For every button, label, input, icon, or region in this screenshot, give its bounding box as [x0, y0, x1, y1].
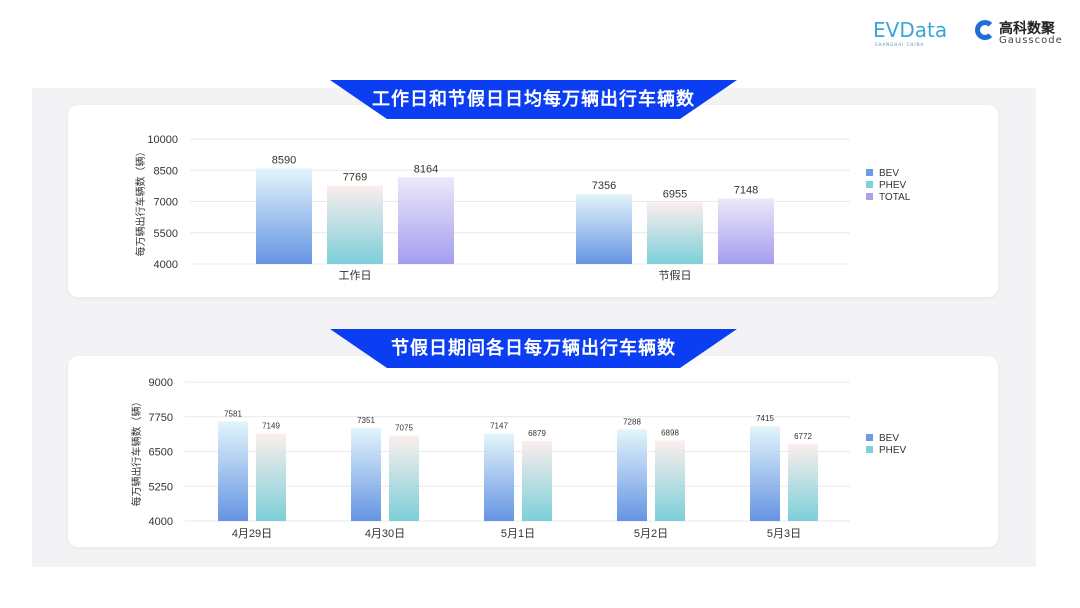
bar-phev: [647, 202, 703, 264]
legend-label-bev: BEV: [879, 168, 899, 179]
data-label: 7351: [357, 416, 375, 425]
data-label: 7769: [343, 171, 367, 183]
y-tick-label: 6500: [149, 447, 173, 459]
data-label: 7356: [592, 180, 616, 192]
data-label: 7415: [756, 414, 774, 423]
data-label: 7149: [262, 421, 280, 430]
bar-total: [398, 177, 454, 264]
x-tick-label: 4月30日: [365, 528, 405, 540]
x-tick-label: 5月1日: [501, 528, 535, 540]
bar-bev: [218, 421, 248, 521]
x-tick-label: 工作日: [339, 269, 372, 282]
chart-title-1: 工作日和节假日日均每万辆出行车辆数: [330, 80, 737, 119]
y-tick-label: 9000: [149, 377, 173, 389]
bar-phev: [327, 185, 383, 264]
bar-bev: [617, 429, 647, 521]
bar-phev: [389, 435, 419, 521]
data-label: 8590: [272, 154, 296, 166]
legend-swatch-bev: [866, 169, 873, 176]
gausscode-mark-icon: [975, 20, 995, 40]
y-axis-label: 每万辆出行车辆数（辆）: [130, 397, 143, 507]
bar-phev: [522, 440, 552, 521]
legend-label-total: TOTAL: [879, 192, 911, 203]
x-tick-label: 5月2日: [634, 528, 668, 540]
legend-swatch-bev: [866, 434, 873, 441]
evdata-logo-sub: SHANGHAI CHINA: [875, 42, 925, 47]
x-tick-label: 节假日: [659, 268, 692, 282]
bar-bev: [576, 194, 632, 264]
bar-total: [718, 198, 774, 264]
legend-swatch-phev: [866, 181, 873, 188]
data-label: 7581: [224, 409, 242, 418]
evdata-logo-text: EVData: [873, 18, 948, 42]
bar-phev: [788, 443, 818, 521]
bar-phev: [256, 433, 286, 521]
bar-phev: [655, 440, 685, 521]
legend-label-bev: BEV: [879, 433, 899, 444]
bar-bev: [484, 433, 514, 521]
bar-bev: [750, 426, 780, 521]
bar-bev: [256, 168, 312, 264]
bar-bev: [351, 427, 381, 521]
y-tick-label: 10000: [147, 134, 178, 146]
y-tick-label: 4000: [149, 516, 173, 528]
x-tick-label: 4月29日: [232, 528, 272, 540]
legend-label-phev: PHEV: [879, 445, 907, 456]
data-label: 6772: [794, 432, 812, 441]
evdata-logo: EVData SHANGHAI CHINA: [873, 18, 948, 47]
legend-swatch-phev: [866, 446, 873, 453]
data-label: 8164: [414, 163, 438, 175]
y-tick-label: 5500: [154, 228, 178, 240]
y-tick-label: 4000: [154, 259, 178, 271]
x-tick-label: 5月3日: [767, 528, 801, 540]
data-label: 6955: [663, 188, 687, 200]
legend-label-phev: PHEV: [879, 180, 907, 191]
y-tick-label: 8500: [154, 165, 178, 177]
data-label: 7148: [734, 184, 758, 196]
legend-swatch-total: [866, 193, 873, 200]
data-label: 7075: [395, 424, 413, 433]
y-tick-label: 7000: [154, 197, 178, 209]
data-label: 7147: [490, 422, 508, 431]
data-label: 6879: [528, 429, 546, 438]
y-tick-label: 5250: [149, 481, 173, 493]
chart-title-2: 节假日期间各日每万辆出行车辆数: [330, 329, 737, 368]
gausscode-cn: 高科数聚: [999, 21, 1055, 37]
data-label: 6898: [661, 428, 679, 437]
y-tick-label: 7750: [149, 412, 173, 424]
data-label: 7288: [623, 418, 641, 427]
gausscode-en: Gausscode: [999, 35, 1063, 46]
y-axis-label: 每万辆出行车辆数（辆）: [134, 147, 147, 257]
